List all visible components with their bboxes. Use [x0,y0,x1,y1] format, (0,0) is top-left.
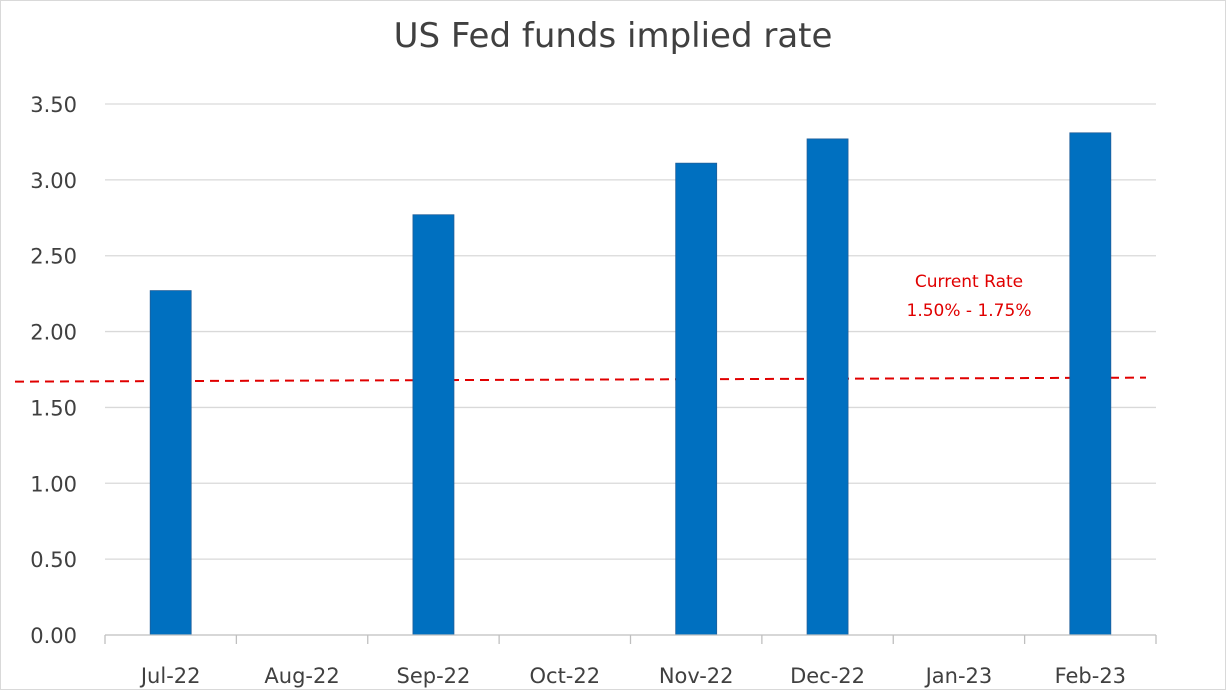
y-tick-label: 2.50 [30,245,77,269]
x-tick-label: Jul-22 [139,664,201,688]
x-tick-label: Feb-23 [1055,664,1126,688]
bar-feb-23 [1069,132,1112,636]
reference-line-group [14,376,1147,383]
y-tick-label: 3.00 [30,169,77,193]
y-tick-label: 0.00 [30,624,77,648]
x-tick-label: Oct-22 [530,664,601,688]
y-tick-label: 2.00 [30,321,77,345]
y-tick-label: 3.50 [30,93,77,117]
annotation-title: Current Rate [915,272,1023,292]
x-tick-label: Sep-22 [396,664,470,688]
y-tick-label: 0.50 [30,548,77,572]
x-axis-tick-labels: Jul-22 Aug-22 Sep-22 Oct-22 Nov-22 Dec-22 Jan-… [139,664,1126,688]
current-rate-dashed-line [14,376,1147,383]
x-tick-label: Nov-22 [659,664,734,688]
bars [149,132,1112,636]
y-tick-label: 1.00 [30,472,77,496]
axes [104,634,1157,644]
y-axis-tick-labels: 0.00 0.50 1.00 1.50 2.00 2.50 3.00 3.50 [30,93,77,648]
bar-dec-22 [806,138,849,636]
bar-sep-22 [412,214,455,636]
grid-lines [105,103,1156,560]
x-tick-label: Aug-22 [264,664,339,688]
y-tick-label: 1.50 [30,396,77,420]
chart-title: US Fed funds implied rate [394,16,833,56]
bar-jul-22 [149,290,192,636]
x-tick-label: Dec-22 [790,664,865,688]
bar-nov-22 [675,162,718,636]
x-tick-label: Jan-23 [924,664,993,688]
annotation-range: 1.50% - 1.75% [907,301,1032,321]
current-rate-annotation: Current Rate 1.50% - 1.75% [907,272,1032,321]
